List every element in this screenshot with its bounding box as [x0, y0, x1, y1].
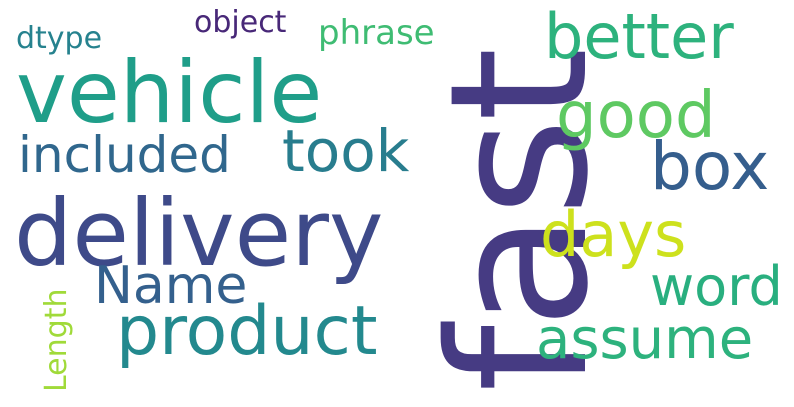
- word-phrase: phrase: [318, 13, 435, 53]
- word-took: took: [282, 117, 410, 185]
- word-dtype: dtype: [16, 21, 103, 56]
- word-length: Length: [39, 288, 74, 392]
- word-box: box: [650, 128, 770, 205]
- word-better: better: [544, 0, 734, 73]
- word-included: included: [18, 126, 231, 184]
- word-delivery: delivery: [14, 180, 384, 287]
- word-vehicle: vehicle: [16, 43, 323, 143]
- word-object: object: [194, 5, 287, 40]
- word-word: word: [650, 255, 783, 318]
- word-name: Name: [94, 256, 248, 316]
- word-assume: assume: [536, 307, 754, 372]
- word-days: days: [540, 198, 687, 271]
- word-product: product: [116, 292, 378, 371]
- word-good: good: [556, 79, 716, 153]
